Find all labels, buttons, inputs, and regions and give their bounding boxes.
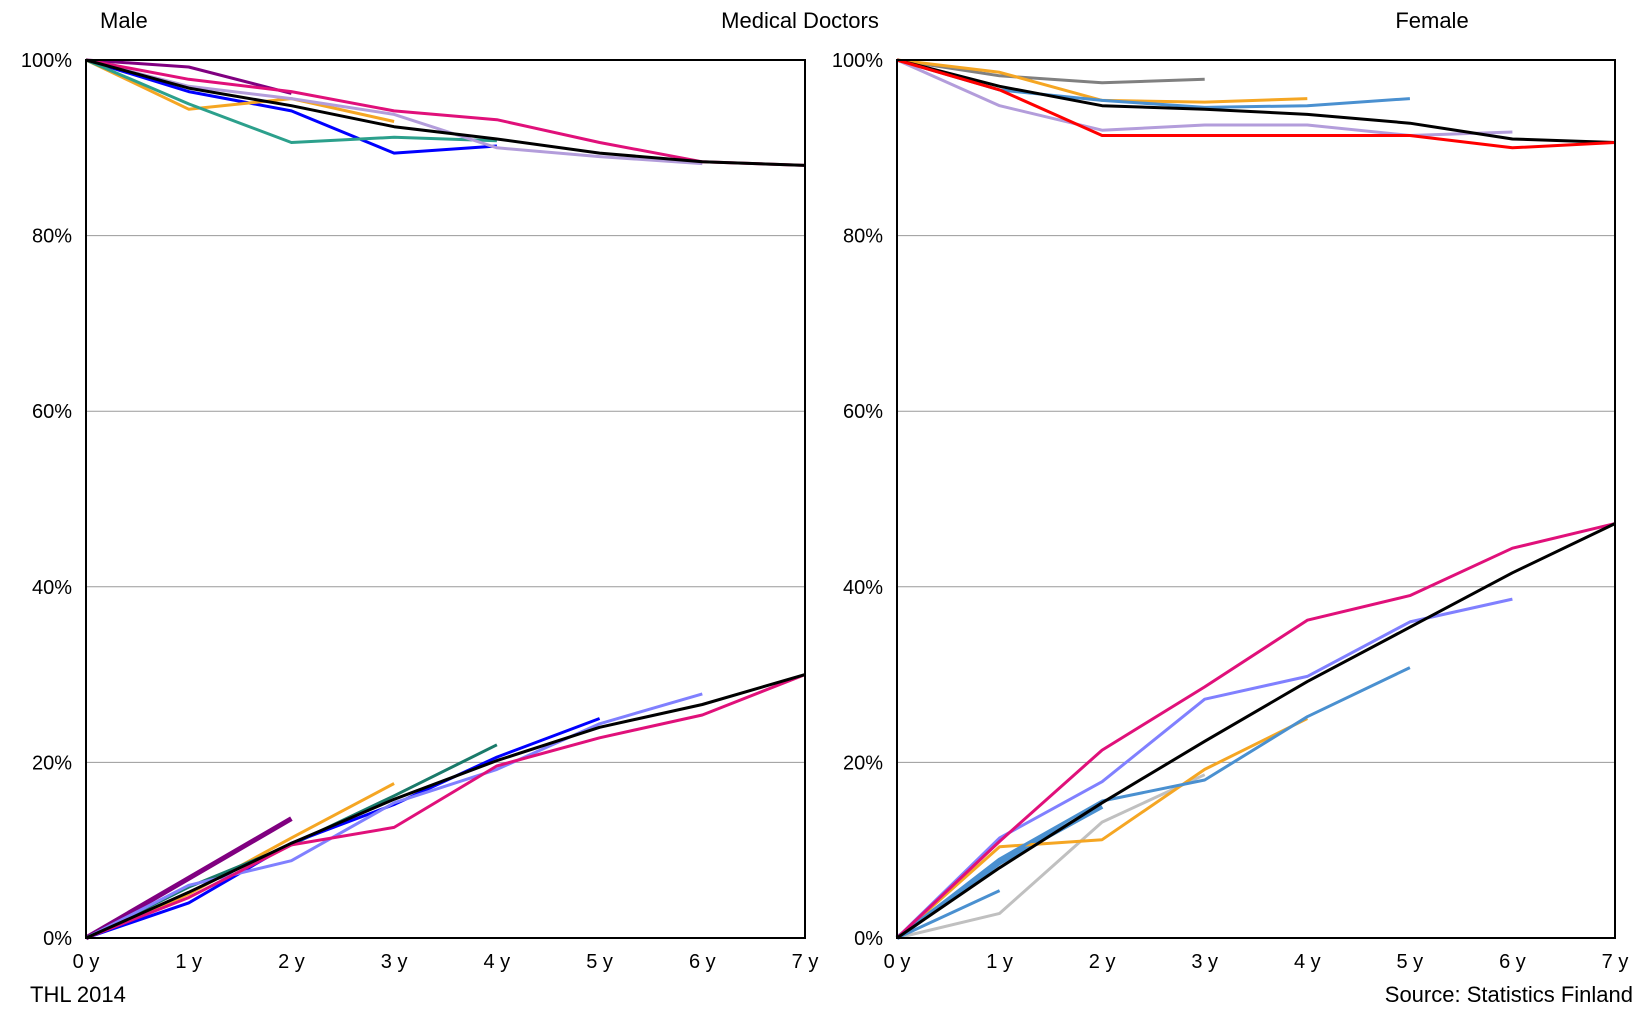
female-series-line-11 xyxy=(895,597,1513,940)
female-y-tick-label: 20% xyxy=(843,752,883,774)
female-y-tick-label: 100% xyxy=(832,50,883,72)
female-x-tick-label: 3 y xyxy=(1191,951,1218,973)
male-y-tick-label: 0% xyxy=(43,928,72,950)
male-y-tick-label: 40% xyxy=(32,577,72,599)
male-series-line-3 xyxy=(85,58,497,144)
female-y-tick-label: 80% xyxy=(843,226,883,248)
male-series-line-12 xyxy=(85,673,806,940)
male-y-tick-label: 100% xyxy=(21,50,72,72)
female-x-tick-label: 7 y xyxy=(1602,951,1629,973)
female-series-line-8 xyxy=(896,889,1001,940)
male-x-tick-label: 5 y xyxy=(586,951,613,973)
male-x-tick-label: 4 y xyxy=(484,951,511,973)
female-series-line-9 xyxy=(896,717,1308,940)
male-x-tick-label: 1 y xyxy=(175,951,202,973)
male-series-line-5 xyxy=(85,58,806,167)
male-plot-frame xyxy=(85,59,806,939)
female-x-tick-label: 2 y xyxy=(1089,951,1116,973)
male-x-tick-label: 0 y xyxy=(73,951,100,973)
female-series-line-0 xyxy=(896,58,1205,85)
female-x-tick-label: 4 y xyxy=(1294,951,1321,973)
male-series-line-2 xyxy=(85,58,395,123)
female-series-line-1 xyxy=(896,58,1308,104)
male-x-tick-label: 3 y xyxy=(381,951,408,973)
female-series-line-6 xyxy=(896,773,1206,940)
female-x-tick-label: 6 y xyxy=(1499,951,1526,973)
female-y-tick-label: 0% xyxy=(854,928,883,950)
male-y-tick-label: 20% xyxy=(32,752,72,774)
female-plot-frame xyxy=(896,59,1616,939)
female-x-tick-label: 5 y xyxy=(1397,951,1424,973)
female-chart-panel: 0% 20% 40% 60% 80% 100% 0 y 1 y 2 y 3 y 4 y 5 y 6 y 7… xyxy=(832,50,1629,973)
male-series-line-7 xyxy=(84,816,293,941)
male-series-line-10 xyxy=(85,717,601,940)
male-series-line-1 xyxy=(85,58,498,155)
male-series-line-13 xyxy=(85,673,806,940)
male-x-tick-label: 7 y xyxy=(792,951,819,973)
male-x-tick-label: 2 y xyxy=(278,951,305,973)
male-chart-panel: 0% 20% 40% 60% 80% 100% 0 y 1 y 2 y 3 y 4 y 5 y 6 y 7… xyxy=(21,50,819,973)
male-y-tick-label: 60% xyxy=(32,401,72,423)
female-x-tick-label: 0 y xyxy=(884,951,911,973)
female-panel-title: Female xyxy=(1395,8,1469,33)
female-series-line-13 xyxy=(896,522,1616,940)
female-series-line-5 xyxy=(896,58,1616,150)
female-series-line-10 xyxy=(896,666,1411,940)
female-x-tick-label: 1 y xyxy=(986,951,1013,973)
male-series-line-4 xyxy=(85,58,703,166)
footer-source: Source: Statistics Finland xyxy=(1384,982,1633,1007)
female-series-line-4 xyxy=(896,58,1616,144)
female-y-tick-label: 60% xyxy=(843,401,883,423)
chart-title: Medical Doctors xyxy=(721,8,879,33)
footer-credit: THL 2014 xyxy=(30,982,126,1007)
female-series-line-12 xyxy=(895,522,1616,940)
male-x-tick-label: 6 y xyxy=(689,951,716,973)
male-y-tick-label: 80% xyxy=(32,226,72,248)
male-series-line-11 xyxy=(85,692,703,940)
male-panel-title: Male xyxy=(100,8,148,33)
female-y-tick-label: 40% xyxy=(843,577,883,599)
male-series-line-0 xyxy=(85,58,292,95)
male-series-line-6 xyxy=(85,58,806,167)
